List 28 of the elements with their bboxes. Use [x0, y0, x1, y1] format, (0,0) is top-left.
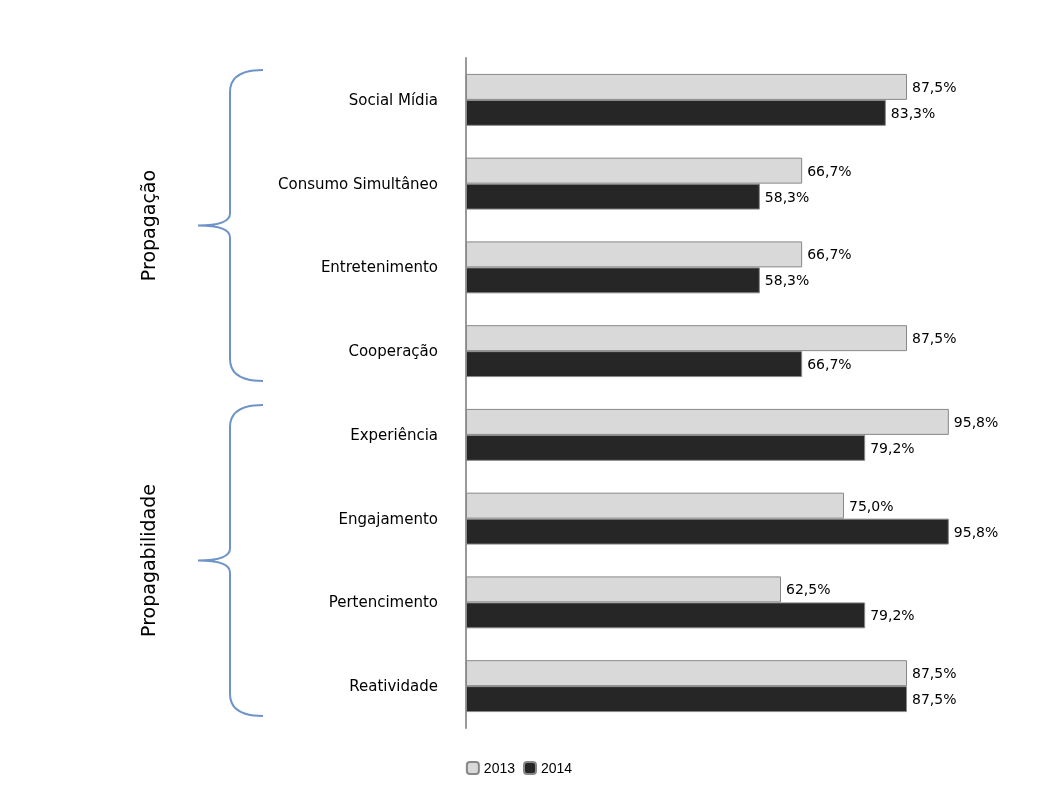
data-label: 62,5%: [786, 581, 831, 598]
legend-label: 2013: [483, 760, 516, 776]
data-label: 66,7%: [807, 162, 852, 179]
y-tick-label: Cooperação: [348, 342, 438, 361]
data-label: 95,8%: [953, 523, 999, 540]
data-label: 87,5%: [912, 330, 957, 347]
y-tick-label: Consumo Simultâneo: [278, 174, 438, 193]
y-tick-label: Entretenimento: [320, 258, 438, 277]
data-label: 79,2%: [870, 607, 915, 624]
data-label: 79,2%: [870, 439, 915, 456]
y-tick-label: Pertencimento: [328, 593, 438, 612]
data-label: 83,3%: [890, 104, 936, 121]
data-label: 87,5%: [912, 665, 957, 682]
data-label: 58,3%: [764, 188, 810, 205]
y-tick-label: Engajamento: [338, 509, 438, 528]
y-tick-label: Reatividade: [349, 677, 438, 696]
data-label: 95,8%: [953, 413, 999, 430]
y-tick-label: Social Mídia: [348, 90, 438, 109]
data-label: 66,7%: [807, 246, 852, 263]
data-label: 75,0%: [849, 497, 894, 514]
legend-label: 2014: [541, 760, 573, 776]
text: Propagabilidade: [137, 484, 159, 637]
data-label: 87,5%: [912, 691, 957, 708]
data-label: 58,3%: [764, 272, 810, 289]
y-tick-label: Experiência: [350, 425, 438, 444]
data-label: 66,7%: [807, 356, 852, 373]
text: Propagação: [137, 169, 159, 282]
data-label: 87,5%: [912, 78, 957, 95]
